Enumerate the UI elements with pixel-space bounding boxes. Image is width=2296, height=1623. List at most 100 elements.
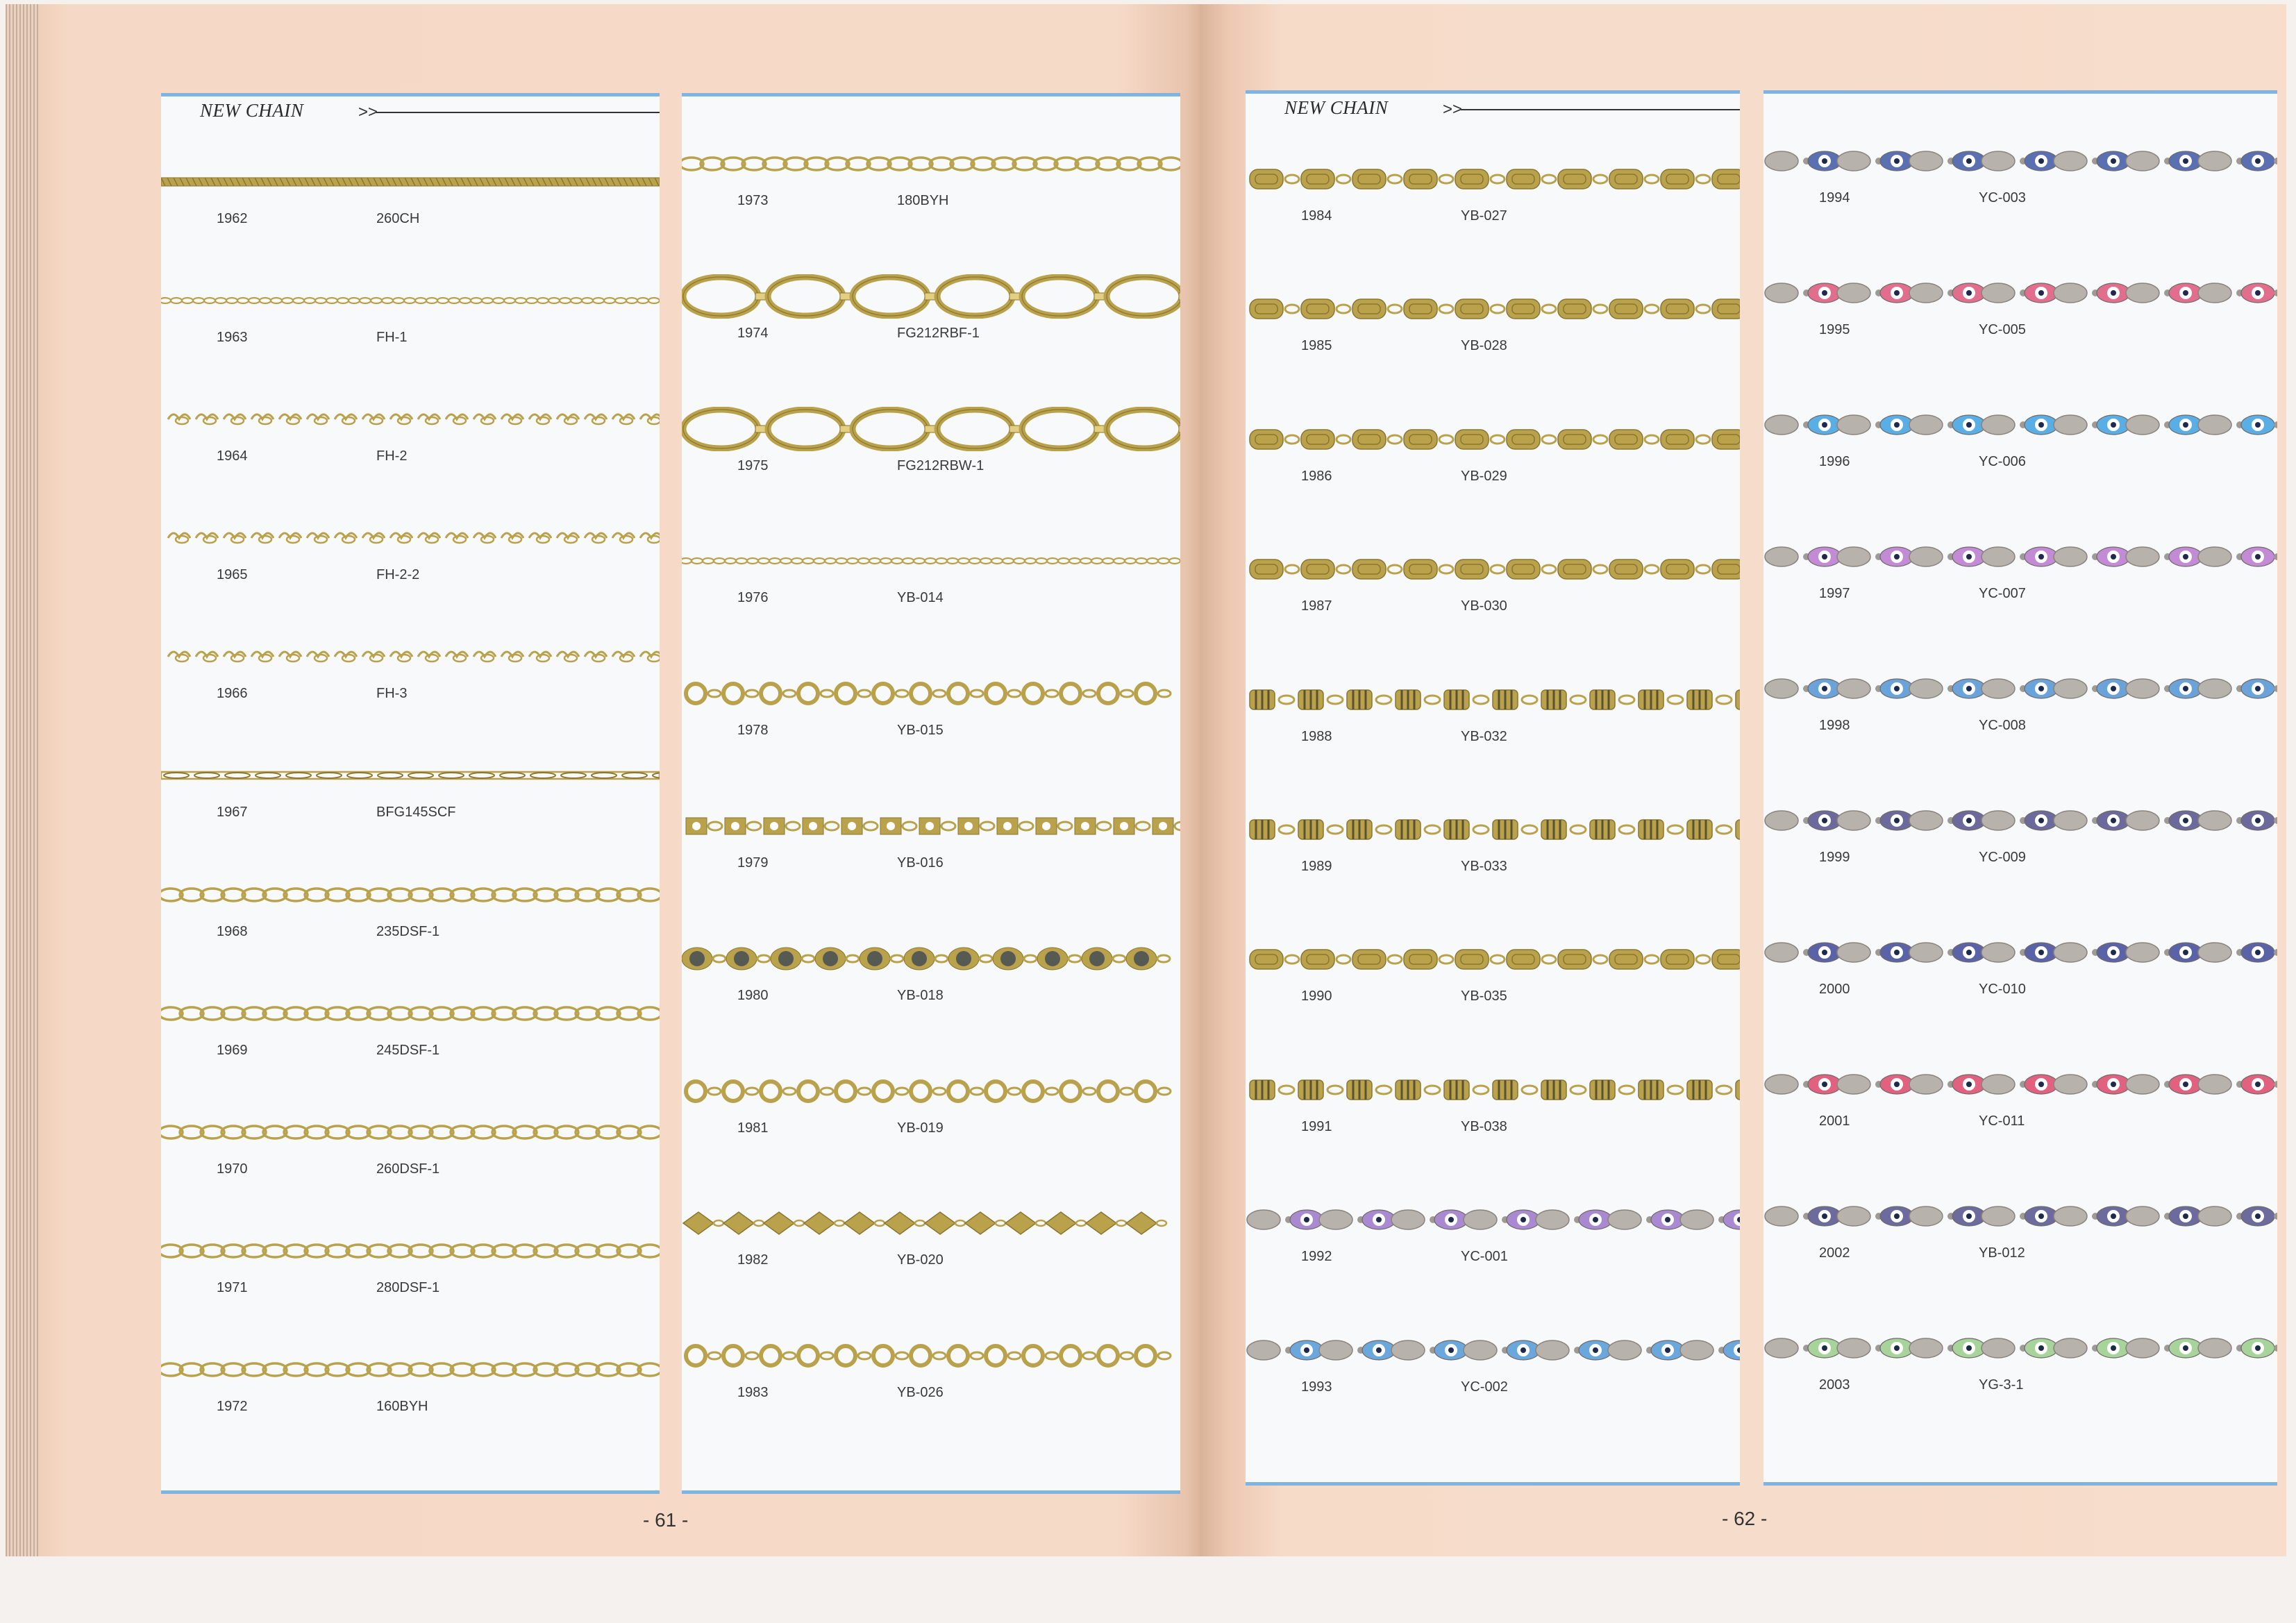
item-code: YB-019 xyxy=(897,1120,944,1136)
item-number: 1996 xyxy=(1819,454,1850,469)
chain-image xyxy=(1764,678,2277,699)
item-number: 1994 xyxy=(1819,190,1850,205)
column-bottom-rule xyxy=(1246,1482,1740,1486)
column-top-rule xyxy=(682,93,1180,96)
chain-item: 1985 YB-028 xyxy=(1246,287,1740,417)
chain-image xyxy=(161,296,660,305)
chain-image xyxy=(1249,298,1740,320)
item-code: YB-033 xyxy=(1461,859,1507,874)
item-code: YC-002 xyxy=(1461,1379,1508,1395)
catalog-column-2: 1973 180BYH 1974 FG212RBF-1 1975 FG212RBW-1 19… xyxy=(682,93,1180,1494)
chain-image xyxy=(1246,1339,1740,1361)
chain-item: 1976 YB-014 xyxy=(682,539,1180,671)
item-code: FG212RBW-1 xyxy=(897,457,984,473)
chain-image xyxy=(161,177,660,187)
item-number: 1963 xyxy=(217,330,248,346)
chain-image xyxy=(1764,283,2277,303)
chain-item: 2000 YC-010 xyxy=(1763,930,2277,1062)
item-number: 1984 xyxy=(1301,208,1332,224)
item-code: YB-015 xyxy=(897,723,944,739)
chain-item: 2002 YB-012 xyxy=(1763,1194,2277,1326)
chain-image xyxy=(1249,949,1740,970)
catalog-column-4: 1994 YC-003 1995 YC-005 1996 YC-006 1997 YC-007… xyxy=(1763,90,2277,1486)
right-page: NEW CHAIN >> 1984 YB-027 1985 YB-028 1986 YB-02… xyxy=(1200,4,2286,1556)
chain-image xyxy=(1246,1209,1740,1230)
chain-item: 1975 FG212RBW-1 xyxy=(682,406,1180,539)
item-number: 1965 xyxy=(217,567,248,583)
left-page: NEW CHAIN >> 1962 260CH 1963 FH-1 1964 FH-2 1965… xyxy=(6,4,1200,1556)
chain-image xyxy=(161,1005,660,1021)
chain-image xyxy=(682,947,1171,970)
item-number: 2002 xyxy=(1819,1245,1850,1261)
chain-item: 1992 YC-001 xyxy=(1246,1197,1740,1327)
item-number: 1966 xyxy=(217,686,248,702)
item-number: 1989 xyxy=(1301,859,1332,874)
column-bottom-rule xyxy=(161,1490,660,1494)
chain-item: 1978 YB-015 xyxy=(682,671,1180,804)
item-code: YC-003 xyxy=(1979,190,2026,205)
chain-item: 1987 YB-030 xyxy=(1246,547,1740,677)
chain-image xyxy=(1249,559,1740,580)
chain-item: 1980 YB-018 xyxy=(682,936,1180,1069)
chain-item: 1971 280DSF-1 xyxy=(161,1229,660,1347)
header-rule xyxy=(376,112,660,113)
item-number: 2000 xyxy=(1819,982,1850,997)
item-number: 1990 xyxy=(1301,989,1332,1004)
item-code: YC-006 xyxy=(1979,454,2026,469)
item-number: 1992 xyxy=(1301,1249,1332,1265)
chain-image xyxy=(684,1079,1172,1103)
item-code: YB-018 xyxy=(897,987,944,1003)
item-code: 180BYH xyxy=(897,193,949,208)
item-code: YC-008 xyxy=(1979,718,2026,733)
chain-item: 1974 FG212RBF-1 xyxy=(682,274,1180,407)
chain-item: 1963 FH-1 xyxy=(161,278,660,397)
item-number: 2003 xyxy=(1819,1377,1850,1393)
item-code: YB-038 xyxy=(1461,1118,1507,1134)
item-number: 1980 xyxy=(737,987,769,1003)
item-number: 1979 xyxy=(737,855,769,871)
item-number: 1983 xyxy=(737,1385,769,1401)
item-code: YG-3-1 xyxy=(1979,1377,2024,1393)
item-code: YC-010 xyxy=(1979,982,2026,997)
item-code: FG212RBF-1 xyxy=(897,325,980,341)
chain-image xyxy=(682,406,1180,451)
item-number: 1962 xyxy=(217,211,248,226)
column-bottom-rule xyxy=(1763,1482,2277,1486)
chain-image xyxy=(1764,1074,2277,1095)
chain-item: 1967 BFG145SCF xyxy=(161,753,660,872)
item-number: 1985 xyxy=(1301,338,1332,354)
chain-image xyxy=(1764,810,2277,831)
item-code: 280DSF-1 xyxy=(376,1279,440,1295)
chain-image xyxy=(1764,1338,2277,1359)
chain-image xyxy=(682,1211,1168,1236)
item-number: 1997 xyxy=(1819,586,1850,601)
item-number: 1970 xyxy=(217,1161,248,1177)
item-number: 1999 xyxy=(1819,850,1850,865)
item-code: YC-011 xyxy=(1979,1113,2025,1129)
item-code: FH-2-2 xyxy=(376,567,420,583)
item-code: YB-032 xyxy=(1461,728,1507,744)
item-code: BFG145SCF xyxy=(376,805,456,821)
header-arrow: >> xyxy=(1443,100,1463,119)
chain-image xyxy=(1764,1206,2277,1227)
chain-image xyxy=(1764,151,2277,171)
item-code: YB-016 xyxy=(897,855,944,871)
chain-item: 1999 YC-009 xyxy=(1763,798,2277,930)
page-edge xyxy=(6,4,39,1556)
chain-image xyxy=(167,650,660,663)
item-number: 1972 xyxy=(217,1398,248,1414)
chain-item: 1997 YC-007 xyxy=(1763,535,2277,666)
item-code: YB-030 xyxy=(1461,598,1507,614)
item-code: YC-009 xyxy=(1979,850,2026,865)
item-code: YB-020 xyxy=(897,1252,944,1268)
chain-image xyxy=(161,1124,660,1140)
item-code: YC-007 xyxy=(1979,586,2026,601)
item-code: 260DSF-1 xyxy=(376,1161,440,1177)
chain-item: 1964 FH-2 xyxy=(161,397,660,516)
chain-item: 1982 YB-020 xyxy=(682,1201,1180,1334)
item-number: 1987 xyxy=(1301,598,1332,614)
chain-image xyxy=(1249,1079,1740,1100)
item-code: 235DSF-1 xyxy=(376,923,440,939)
item-code: FH-3 xyxy=(376,686,408,702)
item-code: YB-027 xyxy=(1461,208,1507,224)
